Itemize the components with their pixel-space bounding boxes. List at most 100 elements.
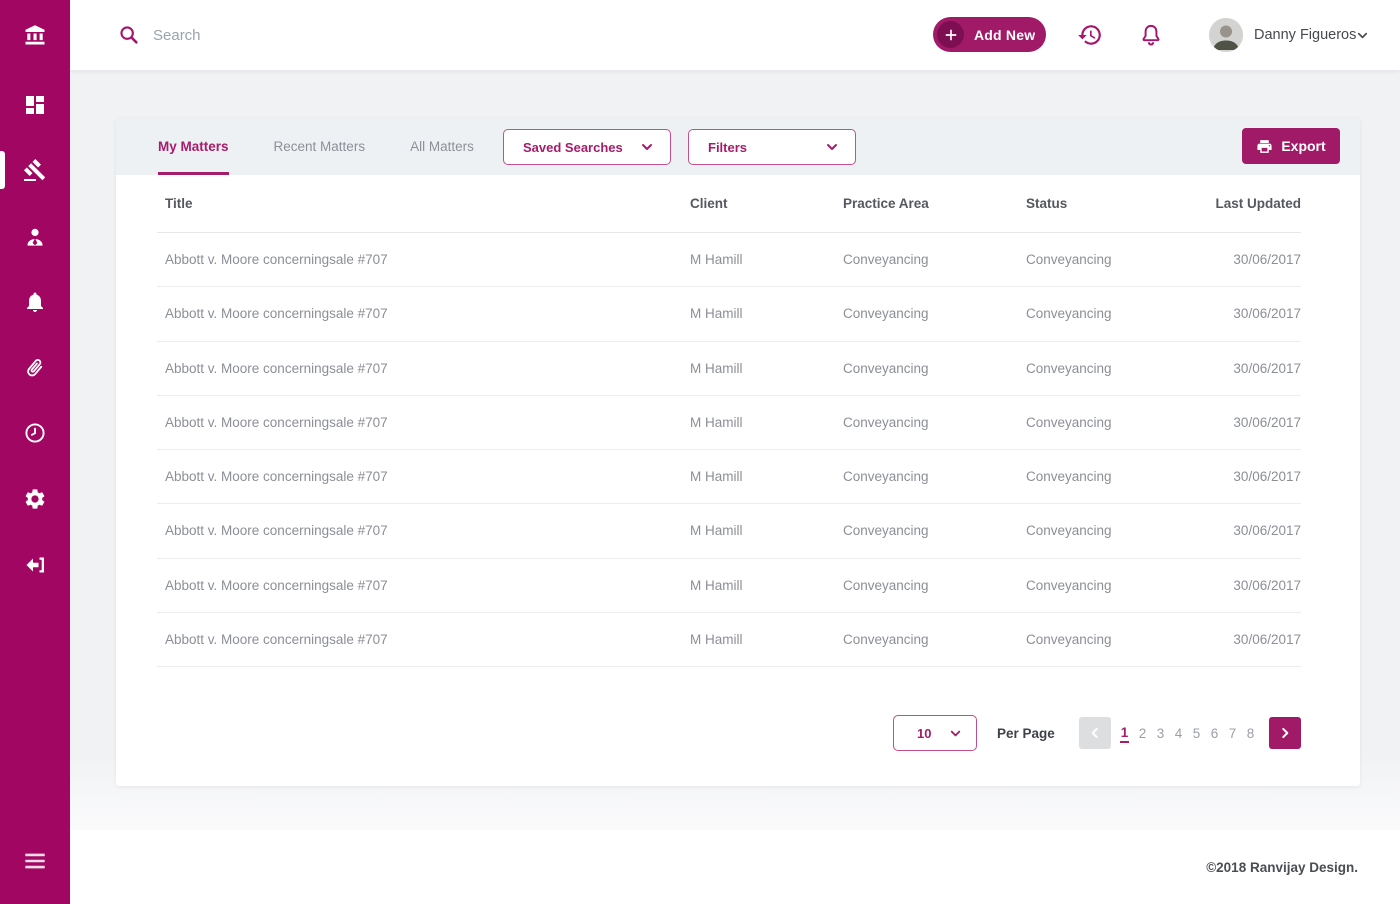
matters-gavel-icon [23, 158, 47, 182]
search-icon [118, 24, 140, 46]
bell-icon [23, 290, 47, 314]
status-cell: Conveyancing [1026, 414, 1112, 430]
practice-area-cell: Conveyancing [843, 469, 929, 485]
matter-title-cell: Abbott v. Moore concerningsale #707 [165, 360, 388, 376]
last-updated-cell: 30/06/2017 [1233, 306, 1301, 322]
filters-label: Filters [708, 139, 748, 155]
page-5[interactable]: 5 [1192, 725, 1201, 741]
status-cell: Conveyancing [1026, 631, 1112, 647]
status-cell: Conveyancing [1026, 360, 1112, 376]
last-updated-cell: 30/06/2017 [1233, 252, 1301, 268]
page-8[interactable]: 8 [1246, 725, 1255, 741]
sidebar-item-clients[interactable] [0, 217, 70, 257]
printer-icon [1256, 138, 1273, 155]
practice-area-cell: Conveyancing [843, 252, 929, 268]
export-label: Export [1281, 138, 1326, 154]
tab-all-matters[interactable]: All Matters [410, 118, 474, 175]
tab-recent-matters[interactable]: Recent Matters [274, 118, 366, 175]
dashboard-icon [23, 93, 47, 117]
client-cell: M Hamill [690, 414, 743, 430]
avatar[interactable] [1209, 18, 1243, 52]
menu-icon [22, 848, 48, 874]
next-page-button[interactable] [1269, 717, 1301, 749]
practice-area-cell: Conveyancing [843, 523, 929, 539]
matter-title-cell: Abbott v. Moore concerningsale #707 [165, 414, 388, 430]
status-cell: Conveyancing [1026, 306, 1112, 322]
sidebar-item-history[interactable] [0, 413, 70, 453]
page-7[interactable]: 7 [1228, 725, 1237, 741]
user-name[interactable]: Danny Figueros [1254, 27, 1357, 43]
export-button[interactable]: Export [1242, 128, 1340, 164]
matter-title-cell: Abbott v. Moore concerningsale #707 [165, 631, 388, 647]
client-cell: M Hamill [690, 631, 743, 647]
column-status: Status [1026, 196, 1068, 211]
table-row[interactable]: Abbott v. Moore concerningsale #707 M Ha… [157, 396, 1301, 450]
client-cell: M Hamill [690, 360, 743, 376]
plus-icon [937, 21, 964, 48]
clients-icon [23, 225, 47, 249]
status-cell: Conveyancing [1026, 523, 1112, 539]
practice-area-cell: Conveyancing [843, 631, 929, 647]
matters-card: My Matters Recent Matters All Matters Save… [116, 118, 1360, 786]
sidebar-item-dashboard[interactable] [0, 85, 70, 125]
card-header: My Matters Recent Matters All Matters Save… [116, 118, 1360, 175]
tab-label: My Matters [158, 139, 229, 154]
sidebar-menu-toggle[interactable] [0, 841, 70, 881]
saved-searches-dropdown[interactable]: Saved Searches [503, 129, 671, 165]
clock-icon [23, 421, 47, 445]
practice-area-cell: Conveyancing [843, 306, 929, 322]
column-practice-area: Practice Area [843, 196, 929, 211]
page-4[interactable]: 4 [1174, 725, 1183, 741]
last-updated-cell: 30/06/2017 [1233, 469, 1301, 485]
page-2[interactable]: 2 [1138, 725, 1147, 741]
per-page-label: Per Page [997, 725, 1055, 741]
matters-table: Title Client Practice Area Status Last U… [157, 175, 1301, 667]
paperclip-icon [23, 356, 47, 380]
table-row[interactable]: Abbott v. Moore concerningsale #707 M Ha… [157, 504, 1301, 559]
add-new-button[interactable]: Add New [933, 17, 1046, 52]
per-page-select[interactable]: 10 [893, 715, 977, 751]
practice-area-cell: Conveyancing [843, 414, 929, 430]
page-6[interactable]: 6 [1210, 725, 1219, 741]
chevron-down-icon [824, 139, 840, 155]
notifications-bell-icon[interactable] [1138, 22, 1164, 48]
table-row[interactable]: Abbott v. Moore concerningsale #707 M Ha… [157, 233, 1301, 288]
search-input[interactable] [151, 20, 571, 50]
table-row[interactable]: Abbott v. Moore concerningsale #707 M Ha… [157, 450, 1301, 505]
matter-title-cell: Abbott v. Moore concerningsale #707 [165, 577, 388, 593]
client-cell: M Hamill [690, 469, 743, 485]
column-title: Title [165, 196, 193, 211]
chevron-down-icon[interactable] [1355, 28, 1370, 43]
tab-label: Recent Matters [273, 139, 366, 154]
table-row[interactable]: Abbott v. Moore concerningsale #707 M Ha… [157, 342, 1301, 396]
sidebar-item-bank[interactable] [0, 15, 70, 55]
sidebar-item-logout[interactable] [0, 545, 70, 585]
sidebar-item-notifications[interactable] [0, 282, 70, 322]
tabs: My Matters Recent Matters All Matters [158, 118, 519, 175]
client-cell: M Hamill [690, 523, 743, 539]
table-row[interactable]: Abbott v. Moore concerningsale #707 M Ha… [157, 613, 1301, 667]
tab-my-matters[interactable]: My Matters [158, 118, 229, 175]
client-cell: M Hamill [690, 306, 743, 322]
page-3[interactable]: 3 [1156, 725, 1165, 741]
filters-dropdown[interactable]: Filters [688, 129, 856, 165]
matter-title-cell: Abbott v. Moore concerningsale #707 [165, 469, 388, 485]
status-cell: Conveyancing [1026, 577, 1112, 593]
sidebar-item-attachments[interactable] [0, 348, 70, 388]
page-1[interactable]: 1 [1120, 724, 1129, 743]
chevron-down-icon [948, 726, 963, 741]
sidebar-item-settings[interactable] [0, 479, 70, 519]
last-updated-cell: 30/06/2017 [1233, 631, 1301, 647]
table-row[interactable]: Abbott v. Moore concerningsale #707 M Ha… [157, 559, 1301, 613]
sidebar-item-matters[interactable] [0, 150, 70, 190]
saved-searches-label: Saved Searches [523, 139, 623, 155]
last-updated-cell: 30/06/2017 [1233, 414, 1301, 430]
table-row[interactable]: Abbott v. Moore concerningsale #707 M Ha… [157, 287, 1301, 342]
previous-page-button[interactable] [1079, 717, 1111, 749]
last-updated-cell: 30/06/2017 [1233, 360, 1301, 376]
topbar: Add New Danny Figueros [70, 0, 1400, 70]
client-cell: M Hamill [690, 252, 743, 268]
history-icon[interactable] [1077, 22, 1103, 48]
tab-label: All Matters [410, 139, 474, 154]
